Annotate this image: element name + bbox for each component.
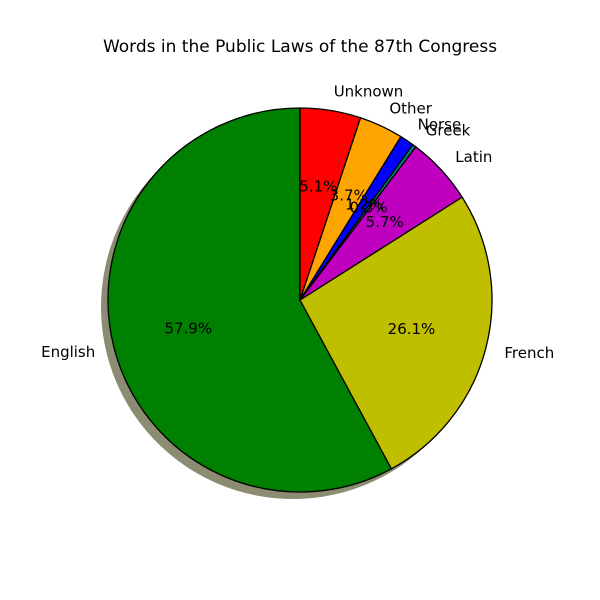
label-french: French bbox=[504, 344, 554, 362]
percent-french: 26.1% bbox=[388, 320, 436, 338]
label-latin: Latin bbox=[455, 148, 492, 166]
pie-wedges bbox=[108, 108, 492, 492]
percent-english: 57.9% bbox=[165, 319, 213, 337]
chart-title: Words in the Public Laws of the 87th Con… bbox=[103, 37, 497, 57]
label-other: Other bbox=[389, 100, 432, 118]
label-unknown: Unknown bbox=[334, 83, 404, 101]
label-english: English bbox=[41, 343, 95, 361]
percent-unknown: 5.1% bbox=[299, 177, 337, 195]
label-norse: Norse bbox=[418, 116, 462, 134]
